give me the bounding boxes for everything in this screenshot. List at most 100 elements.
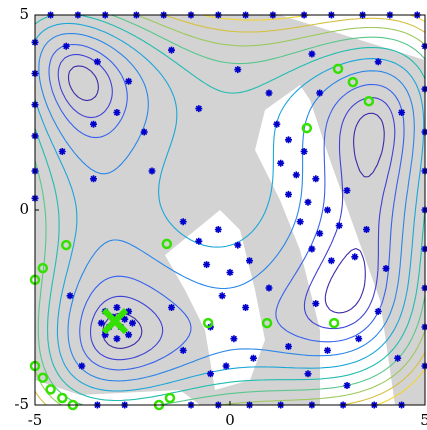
point bbox=[90, 120, 97, 128]
region bbox=[255, 85, 395, 405]
point bbox=[230, 335, 238, 343]
point bbox=[363, 226, 370, 233]
point bbox=[218, 292, 226, 300]
point bbox=[121, 315, 129, 323]
point bbox=[304, 198, 312, 206]
point bbox=[37, 372, 49, 383]
point bbox=[58, 148, 66, 155]
point bbox=[382, 265, 390, 272]
point bbox=[78, 362, 86, 370]
point bbox=[285, 343, 292, 350]
point bbox=[355, 335, 363, 343]
point bbox=[161, 238, 173, 250]
point bbox=[101, 308, 129, 335]
x-tick-label: 5 bbox=[420, 411, 427, 429]
point bbox=[285, 190, 292, 198]
point bbox=[308, 245, 316, 253]
point bbox=[97, 319, 105, 327]
point bbox=[265, 89, 273, 97]
point bbox=[140, 128, 148, 136]
point bbox=[300, 148, 308, 155]
region bbox=[35, 380, 200, 405]
point bbox=[90, 175, 97, 183]
point bbox=[351, 253, 359, 261]
point bbox=[343, 187, 351, 194]
point bbox=[335, 222, 343, 230]
point bbox=[292, 171, 300, 179]
y-tick-label: -5 bbox=[14, 395, 29, 413]
contour-line bbox=[38, 32, 415, 382]
point bbox=[343, 382, 351, 389]
point bbox=[60, 239, 72, 251]
point bbox=[374, 307, 382, 315]
point bbox=[242, 304, 250, 311]
point bbox=[327, 257, 335, 265]
white-regions bbox=[35, 15, 425, 405]
point bbox=[148, 167, 156, 175]
contour-line bbox=[35, 15, 425, 405]
point bbox=[45, 384, 56, 395]
point bbox=[214, 226, 222, 233]
contour-line bbox=[35, 15, 425, 402]
point bbox=[261, 317, 273, 329]
point bbox=[164, 392, 176, 404]
y-tick-label: 5 bbox=[19, 5, 29, 23]
point bbox=[273, 120, 281, 128]
point bbox=[168, 46, 175, 54]
point bbox=[304, 370, 312, 378]
y-tick-label: 0 bbox=[19, 200, 29, 218]
contour-line bbox=[48, 43, 405, 371]
point bbox=[93, 58, 101, 66]
point bbox=[234, 66, 242, 74]
point bbox=[324, 346, 331, 354]
point bbox=[246, 257, 253, 265]
point bbox=[195, 105, 203, 113]
x-tick-label: 0 bbox=[225, 411, 235, 429]
point bbox=[394, 354, 402, 362]
point bbox=[222, 362, 230, 370]
point bbox=[277, 159, 285, 167]
point bbox=[195, 237, 203, 245]
point bbox=[285, 136, 292, 144]
point bbox=[324, 206, 331, 214]
point bbox=[125, 331, 133, 339]
point bbox=[398, 109, 406, 116]
point bbox=[332, 63, 344, 75]
point bbox=[296, 218, 304, 226]
point bbox=[129, 319, 136, 327]
point bbox=[37, 262, 49, 274]
point bbox=[125, 77, 133, 85]
point bbox=[57, 392, 68, 404]
point bbox=[265, 284, 273, 292]
point bbox=[308, 50, 316, 58]
point bbox=[113, 109, 121, 116]
point bbox=[202, 317, 214, 329]
point bbox=[312, 300, 320, 308]
point bbox=[316, 89, 324, 97]
point bbox=[113, 304, 121, 311]
point bbox=[234, 241, 242, 249]
contour-line bbox=[67, 65, 385, 349]
point bbox=[328, 317, 340, 329]
contour-line bbox=[35, 22, 425, 392]
point bbox=[363, 95, 375, 107]
point bbox=[301, 122, 313, 134]
point bbox=[226, 268, 234, 276]
contours bbox=[35, 15, 425, 405]
contour-line bbox=[35, 15, 425, 405]
contour-line bbox=[57, 54, 396, 361]
point bbox=[316, 229, 324, 237]
point bbox=[249, 354, 257, 362]
point bbox=[179, 218, 187, 226]
point bbox=[66, 292, 74, 300]
point bbox=[203, 261, 211, 269]
point bbox=[179, 346, 187, 354]
point bbox=[113, 335, 121, 343]
region bbox=[165, 210, 265, 390]
point bbox=[168, 304, 175, 311]
point bbox=[347, 76, 359, 88]
point bbox=[62, 42, 70, 50]
point bbox=[125, 307, 133, 315]
